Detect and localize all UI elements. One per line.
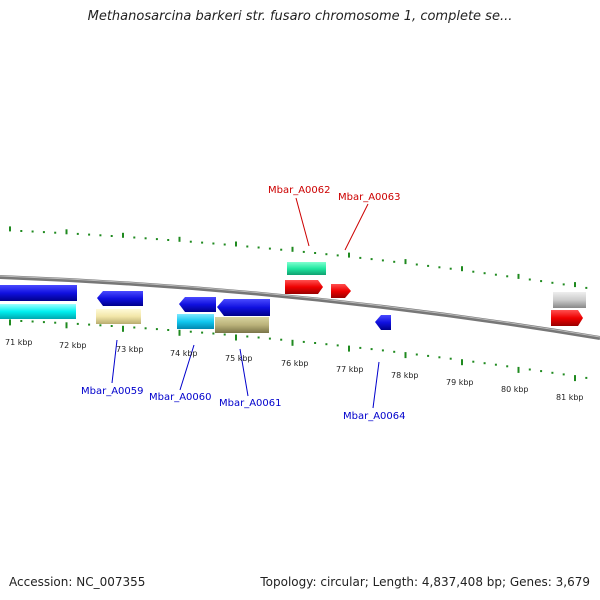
gene-feature-upper-2[interactable]: [285, 280, 323, 294]
gene-feature-mid-2[interactable]: [96, 309, 141, 324]
chromosome-backbone-highlight: [0, 275, 600, 338]
accession-text: Accession: NC_007355: [9, 575, 146, 589]
scale-label-75kbp: 75 kbp: [225, 354, 253, 363]
gene-feature-right-gray[interactable]: [553, 292, 586, 308]
scale-label-77kbp: 77 kbp: [336, 365, 364, 374]
upper-tick-row: [9, 226, 588, 289]
gene-label-mbar-a0063[interactable]: Mbar_A0063: [338, 192, 401, 203]
scale-label-79kbp: 79 kbp: [446, 378, 474, 387]
scale-label-73kbp: 73 kbp: [116, 345, 144, 354]
scale-label-72kbp: 72 kbp: [59, 341, 87, 350]
gene-feature-mid-3[interactable]: [179, 297, 216, 312]
gene-label-mbar-a0060[interactable]: Mbar_A0060: [149, 392, 212, 403]
chromosome-backbone: [0, 275, 600, 340]
gene-feature-left-2[interactable]: [0, 304, 76, 319]
scale-label-71kbp: 71 kbp: [5, 338, 33, 347]
gene-label-mbar-a0062[interactable]: Mbar_A0062: [268, 185, 331, 196]
scale-label-80kbp: 80 kbp: [501, 385, 529, 394]
gene-feature-upper-1[interactable]: [287, 262, 326, 275]
gene-feature-small-blue[interactable]: [375, 315, 391, 330]
gene-feature-left-1[interactable]: [0, 285, 77, 301]
gene-feature-upper-3[interactable]: [331, 284, 351, 298]
topology-summary: Topology: circular; Length: 4,837,408 bp…: [260, 575, 590, 589]
gene-label-mbar-a0061[interactable]: Mbar_A0061: [219, 398, 282, 409]
scale-label-74kbp: 74 kbp: [170, 349, 198, 358]
gene-feature-mid-1[interactable]: [97, 291, 143, 306]
gene-label-mbar-a0064[interactable]: Mbar_A0064: [343, 411, 406, 422]
map-title: Methanosarcina barkeri str. fusaro chrom…: [87, 9, 513, 24]
gene-feature-mid-6[interactable]: [215, 317, 269, 333]
gene-feature-mid-5[interactable]: [177, 314, 214, 329]
lower-tick-row: [9, 319, 588, 382]
gene-label-mbar-a0059[interactable]: Mbar_A0059: [81, 386, 144, 397]
leader-lines: [111, 197, 380, 409]
scale-label-76kbp: 76 kbp: [281, 359, 309, 368]
scale-label-81kbp: 81 kbp: [556, 393, 584, 402]
scale-label-78kbp: 78 kbp: [391, 371, 419, 380]
gene-feature-right-red[interactable]: [551, 310, 583, 326]
gene-feature-mid-4[interactable]: [217, 299, 270, 316]
